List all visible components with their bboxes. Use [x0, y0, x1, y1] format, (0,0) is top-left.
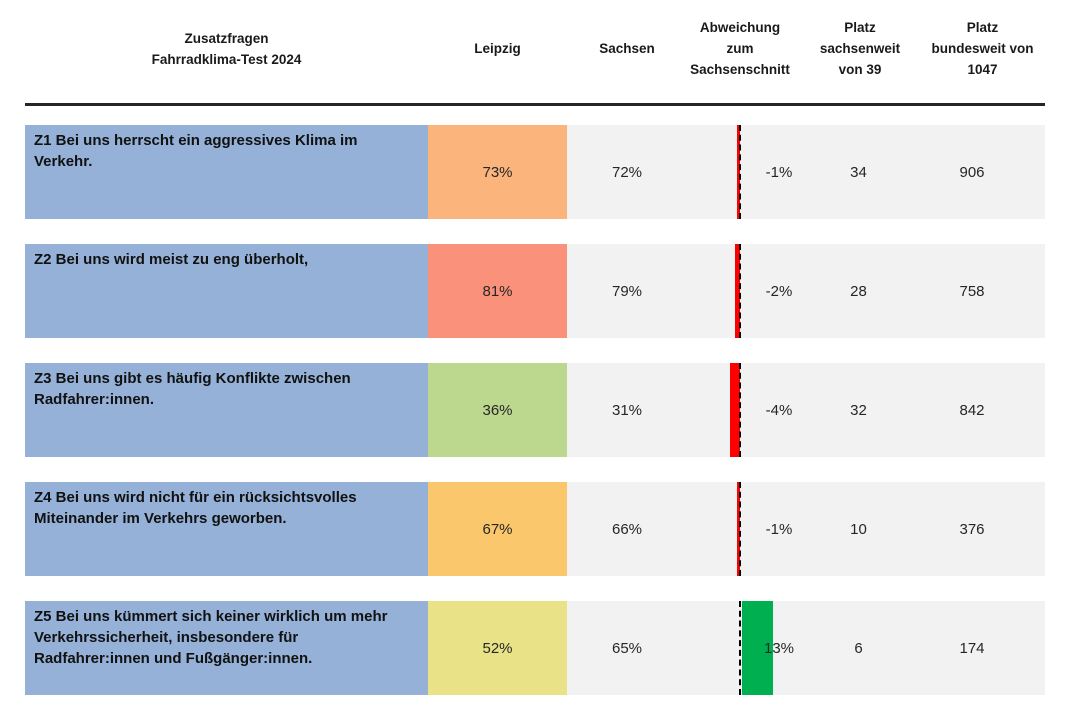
sachsen-value-cell: 65%	[567, 601, 687, 695]
question-text: Z3 Bei uns gibt es häufig Konflikte zwis…	[34, 370, 351, 408]
zero-baseline	[739, 244, 741, 338]
table-row: Z3 Bei uns gibt es häufig Konflikte zwis…	[25, 363, 1045, 457]
rank-germany-value: 842	[959, 401, 985, 419]
stats-band: 66% -1% 10 376	[567, 482, 1045, 576]
header-sachsen: Sachsen	[599, 41, 655, 56]
question-text: Z5 Bei uns kümmert sich keiner wirklich …	[34, 608, 388, 667]
sachsen-value: 66%	[611, 520, 643, 538]
sachsen-value: 79%	[611, 282, 643, 300]
zero-baseline	[739, 125, 741, 219]
question-cell: Z3 Bei uns gibt es häufig Konflikte zwis…	[25, 363, 428, 457]
zero-baseline	[739, 601, 741, 695]
table-row: Z5 Bei uns kümmert sich keiner wirklich …	[25, 601, 1045, 695]
header-rank-germany: Platz bundesweit von 1047	[931, 20, 1034, 77]
question-text: Z2 Bei uns wird meist zu eng überholt,	[34, 251, 309, 268]
rank-germany-cell: 174	[912, 601, 1032, 695]
deviation-bar	[737, 482, 740, 576]
rank-germany-cell: 376	[912, 482, 1032, 576]
rank-germany-cell: 842	[912, 363, 1032, 457]
rank-saxony-value: 34	[850, 163, 867, 181]
question-cell: Z1 Bei uns herrscht ein aggressives Klim…	[25, 125, 428, 219]
leipzig-value: 81%	[482, 282, 513, 300]
leipzig-value: 36%	[482, 401, 513, 419]
table-row: Z1 Bei uns herrscht ein aggressives Klim…	[25, 125, 1045, 219]
deviation-bar	[735, 244, 740, 338]
table-row: Z4 Bei uns wird nicht für ein rücksichts…	[25, 482, 1045, 576]
deviation-value: -1%	[765, 520, 793, 538]
rank-saxony-value: 32	[850, 401, 867, 419]
rank-saxony-cell: 10	[800, 482, 917, 576]
rank-saxony-cell: 6	[800, 601, 917, 695]
rank-germany-value: 758	[959, 282, 985, 300]
leipzig-value: 67%	[482, 520, 513, 538]
rank-saxony-cell: 32	[800, 363, 917, 457]
rank-saxony-cell: 28	[800, 244, 917, 338]
sachsen-value-cell: 79%	[567, 244, 687, 338]
question-text: Z1 Bei uns herrscht ein aggressives Klim…	[34, 132, 358, 170]
stats-band: 79% -2% 28 758	[567, 244, 1045, 338]
sachsen-value-cell: 31%	[567, 363, 687, 457]
header-divider-rule	[25, 103, 1045, 106]
sachsen-value: 31%	[611, 401, 643, 419]
question-text: Z4 Bei uns wird nicht für ein rücksichts…	[34, 489, 357, 527]
deviation-value: -2%	[765, 282, 793, 300]
header-deviation: Abweichung zum Sachsenschnitt	[690, 20, 790, 77]
stats-band: 65% 13% 6 174	[567, 601, 1045, 695]
question-cell: Z5 Bei uns kümmert sich keiner wirklich …	[25, 601, 428, 695]
sachsen-value-cell: 66%	[567, 482, 687, 576]
table-header: Zusatzfragen Fahrradklima-Test 2024 Leip…	[25, 0, 1045, 103]
leipzig-value: 73%	[482, 163, 513, 181]
deviation-value: -1%	[765, 163, 793, 181]
leipzig-value-cell: 73%	[428, 125, 567, 219]
rank-saxony-cell: 34	[800, 125, 917, 219]
deviation-bar	[737, 125, 740, 219]
leipzig-value-cell: 52%	[428, 601, 567, 695]
rank-germany-cell: 906	[912, 125, 1032, 219]
rank-germany-value: 174	[959, 639, 985, 657]
header-leipzig: Leipzig	[474, 41, 521, 56]
sachsen-value-cell: 72%	[567, 125, 687, 219]
table-body: Z1 Bei uns herrscht ein aggressives Klim…	[0, 125, 1070, 695]
stats-band: 72% -1% 34 906	[567, 125, 1045, 219]
header-question: Zusatzfragen Fahrradklima-Test 2024	[151, 30, 302, 67]
sachsen-value: 65%	[611, 639, 643, 657]
zero-baseline	[739, 363, 741, 457]
deviation-value: -4%	[765, 401, 793, 419]
header-rank-saxony: Platz sachsenweit von 39	[819, 20, 901, 77]
rank-saxony-value: 6	[854, 639, 863, 657]
deviation-bar	[742, 601, 773, 695]
rank-saxony-value: 28	[850, 282, 867, 300]
question-cell: Z2 Bei uns wird meist zu eng überholt,	[25, 244, 428, 338]
deviation-value: 13%	[763, 639, 795, 657]
leipzig-value-cell: 36%	[428, 363, 567, 457]
table-row: Z2 Bei uns wird meist zu eng überholt, 8…	[25, 244, 1045, 338]
stats-band: 31% -4% 32 842	[567, 363, 1045, 457]
leipzig-value-cell: 81%	[428, 244, 567, 338]
leipzig-value-cell: 67%	[428, 482, 567, 576]
question-cell: Z4 Bei uns wird nicht für ein rücksichts…	[25, 482, 428, 576]
zero-baseline	[739, 482, 741, 576]
rank-germany-value: 376	[959, 520, 985, 538]
rank-saxony-value: 10	[850, 520, 867, 538]
leipzig-value: 52%	[482, 639, 513, 657]
rank-germany-cell: 758	[912, 244, 1032, 338]
rank-germany-value: 906	[959, 163, 985, 181]
sachsen-value: 72%	[611, 163, 643, 181]
deviation-bar	[730, 363, 740, 457]
